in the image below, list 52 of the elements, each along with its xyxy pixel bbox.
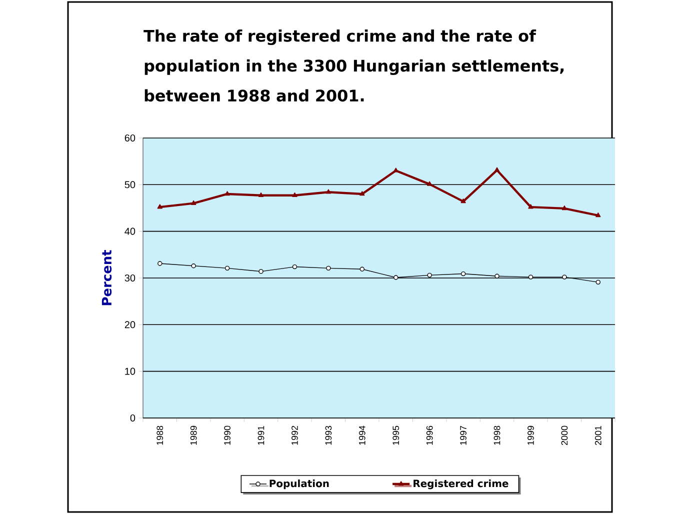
x-tick-label: 1994 — [358, 426, 366, 445]
point — [494, 274, 500, 278]
x-tick-label: 1998 — [494, 426, 500, 445]
point — [528, 204, 534, 209]
point — [224, 191, 230, 196]
point — [596, 280, 600, 285]
y-tick-label: 40 — [124, 228, 136, 235]
point — [562, 274, 567, 280]
x-tick-label: 1992 — [292, 426, 298, 445]
legend-label: Registered crime — [414, 479, 508, 490]
point — [258, 269, 264, 274]
point — [292, 264, 298, 270]
point — [596, 212, 601, 218]
point — [460, 198, 466, 204]
point — [157, 204, 162, 209]
y-tick-label: 0 — [130, 414, 136, 422]
point — [460, 271, 466, 276]
x-tick-label: 1996 — [426, 426, 433, 445]
point — [427, 272, 432, 278]
y-tick-label: 10 — [125, 368, 136, 375]
legend-label: Population — [270, 479, 329, 490]
point — [360, 266, 364, 272]
point — [528, 274, 534, 280]
y-tick-label: 20 — [124, 321, 136, 328]
x-tick-label: 1993 — [325, 426, 332, 445]
x-tick-label: 2001 — [594, 426, 602, 445]
x-tick-label: 1991 — [258, 426, 264, 445]
point — [393, 168, 398, 172]
point — [494, 167, 500, 172]
x-tick-label: 1990 — [224, 426, 230, 445]
point — [326, 266, 331, 271]
point — [326, 189, 332, 194]
point — [394, 275, 398, 280]
point — [258, 192, 264, 198]
point — [292, 192, 298, 198]
x-tick-label: 1997 — [460, 426, 466, 445]
point — [190, 200, 196, 205]
x-tick-label: 1989 — [190, 426, 197, 445]
x-tick-label: 2000 — [561, 426, 568, 445]
point — [158, 261, 162, 266]
y-tick-label: 50 — [124, 181, 136, 188]
x-tick-label: 1999 — [528, 426, 534, 445]
x-tick-label: 1988 — [156, 426, 164, 445]
point — [562, 206, 568, 210]
x-tick-label: 1995 — [392, 426, 400, 445]
chart-title: The rate of registered crime and the rate of population in the 3300 Hungarian settlements, between 1988 and 2001. — [144, 30, 564, 102]
point — [224, 266, 230, 271]
point — [191, 264, 196, 268]
y-tick-label: 60 — [124, 134, 136, 142]
y-tick-label: 30 — [124, 274, 136, 282]
point — [360, 191, 365, 196]
y-axis-title: Percent — [102, 250, 112, 306]
